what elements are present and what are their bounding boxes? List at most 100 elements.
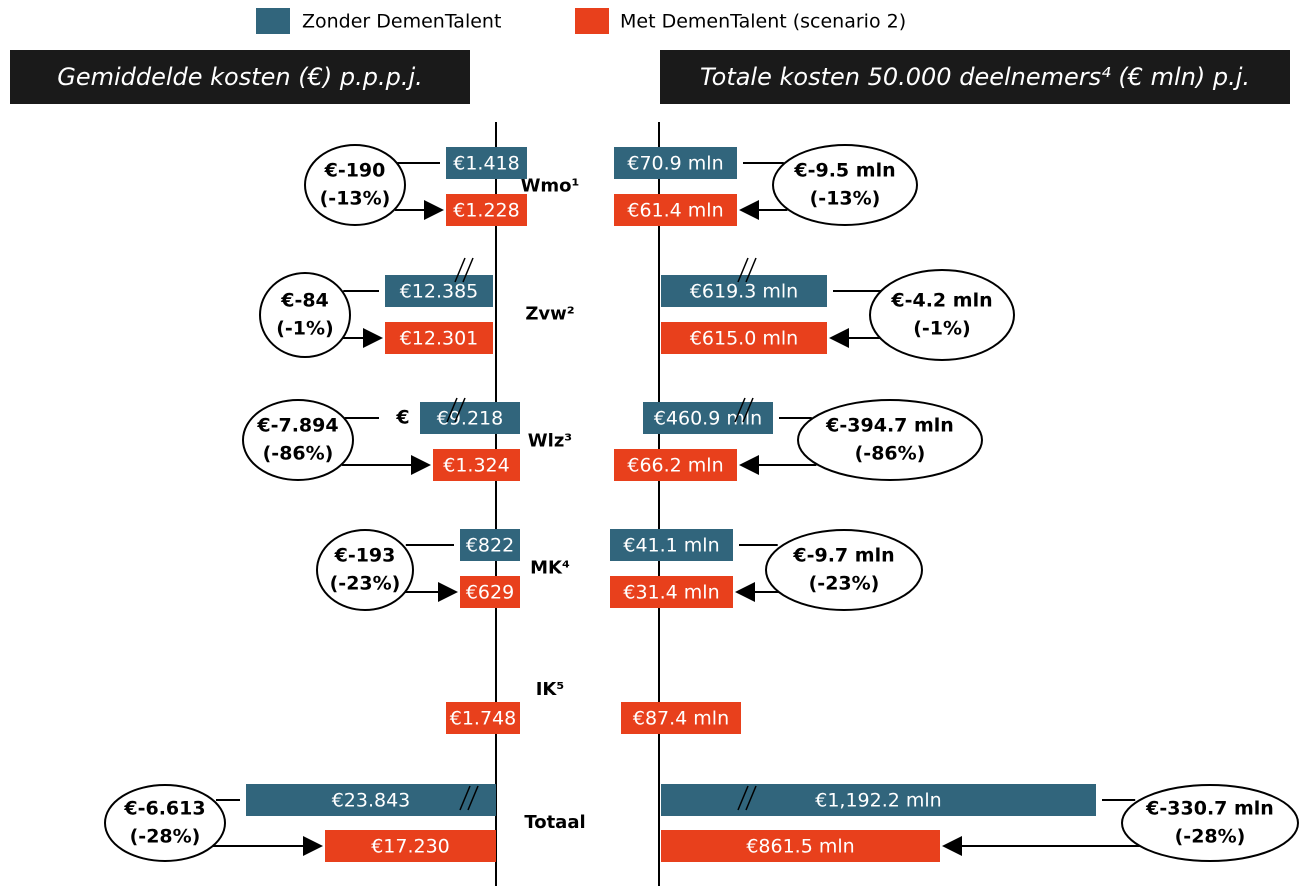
diff-pct: (-1%) bbox=[913, 318, 971, 340]
bar bbox=[420, 402, 520, 434]
break-mark bbox=[745, 257, 757, 283]
break-mark bbox=[459, 785, 471, 811]
bar bbox=[610, 529, 733, 561]
bar bbox=[446, 702, 520, 734]
diff-bubble bbox=[304, 144, 406, 226]
bar-label: €629 bbox=[466, 582, 514, 604]
bar bbox=[246, 784, 496, 816]
category-label: Wmo¹ bbox=[521, 176, 580, 197]
bar bbox=[614, 449, 737, 481]
diff-value: €-6.613 bbox=[123, 798, 205, 820]
diff-bubble bbox=[104, 784, 226, 862]
bar bbox=[460, 529, 520, 561]
bar-label: €23.843 bbox=[332, 790, 411, 812]
bar-label: €87.4 mln bbox=[633, 708, 729, 730]
bar-label: €9.218 bbox=[437, 408, 503, 430]
diff-value: €-9.5 mln bbox=[793, 160, 895, 182]
diff-bubble bbox=[772, 144, 918, 226]
category-label: MK⁴ bbox=[530, 558, 570, 579]
bar bbox=[610, 576, 733, 608]
legend-label: Met DemenTalent (scenario 2) bbox=[620, 11, 906, 33]
bar-label: €1.418 bbox=[453, 153, 519, 175]
prefix: € bbox=[395, 407, 409, 429]
diff-bubble bbox=[869, 269, 1015, 361]
diff-value: €-193 bbox=[334, 545, 396, 567]
bar-label: €41.1 mln bbox=[623, 535, 719, 557]
bar-label: €619.3 mln bbox=[690, 281, 798, 303]
break-mark bbox=[737, 785, 749, 811]
diff-bubble bbox=[259, 272, 351, 358]
bar bbox=[446, 147, 527, 179]
bar bbox=[661, 784, 1096, 816]
diff-pct: (-28%) bbox=[130, 826, 201, 848]
category-label: Totaal bbox=[524, 812, 585, 833]
break-mark bbox=[745, 785, 757, 811]
bar bbox=[614, 194, 737, 226]
bar-label: €12.301 bbox=[400, 328, 479, 350]
diff-pct: (-86%) bbox=[855, 443, 926, 465]
diff-bubble bbox=[316, 529, 414, 611]
bar bbox=[325, 830, 496, 862]
category-label: Zvw² bbox=[525, 304, 574, 325]
diff-pct: (-1%) bbox=[276, 318, 334, 340]
bar-label: €31.4 mln bbox=[623, 582, 719, 604]
diff-pct: (-23%) bbox=[809, 573, 880, 595]
bar-label: €66.2 mln bbox=[627, 455, 723, 477]
diff-value: €-4.2 mln bbox=[890, 290, 992, 312]
bar-label: €861.5 mln bbox=[746, 836, 854, 858]
diff-value: €-330.7 mln bbox=[1145, 798, 1274, 820]
break-mark bbox=[454, 257, 466, 283]
diff-value: €-84 bbox=[280, 290, 329, 312]
bar-label: €1,192.2 mln bbox=[815, 790, 941, 812]
diff-value: €-394.7 mln bbox=[825, 415, 954, 437]
bar bbox=[446, 194, 527, 226]
diff-pct: (-13%) bbox=[810, 188, 881, 210]
category-label: Wlz³ bbox=[528, 431, 572, 452]
bar-label: €61.4 mln bbox=[627, 200, 723, 222]
break-mark bbox=[467, 785, 479, 811]
bar bbox=[661, 275, 827, 307]
bar-label: €615.0 mln bbox=[690, 328, 798, 350]
diff-value: €-9.7 mln bbox=[792, 545, 894, 567]
right-title: Totale kosten 50.000 deelnemers⁴ (€ mln)… bbox=[700, 63, 1250, 91]
category-label: IK⁵ bbox=[536, 679, 565, 700]
bar bbox=[661, 322, 827, 354]
legend-label: Zonder DemenTalent bbox=[302, 11, 501, 33]
break-mark bbox=[454, 397, 466, 423]
title-box bbox=[660, 50, 1290, 104]
diff-pct: (-23%) bbox=[330, 573, 401, 595]
left-title: Gemiddelde kosten (€) p.p.p.j. bbox=[57, 63, 423, 91]
break-mark bbox=[446, 397, 458, 423]
bar-label: €17.230 bbox=[371, 836, 450, 858]
bar bbox=[661, 830, 940, 862]
diff-value: €-7.894 bbox=[256, 415, 338, 437]
break-mark bbox=[462, 257, 474, 283]
bar-label: €70.9 mln bbox=[627, 153, 723, 175]
legend-swatch bbox=[256, 8, 290, 34]
bar-label: €1.228 bbox=[453, 200, 519, 222]
title-box bbox=[10, 50, 470, 104]
diff-bubble bbox=[765, 529, 923, 611]
bar-label: €1.748 bbox=[450, 708, 516, 730]
diff-pct: (-28%) bbox=[1175, 826, 1246, 848]
bar bbox=[385, 322, 493, 354]
bar bbox=[621, 702, 741, 734]
diff-value: €-190 bbox=[324, 160, 386, 182]
bar bbox=[385, 275, 493, 307]
diff-bubble bbox=[242, 399, 354, 481]
diff-bubble bbox=[797, 399, 983, 481]
bar bbox=[433, 449, 520, 481]
bar bbox=[614, 147, 737, 179]
bar-label: €12.385 bbox=[400, 281, 479, 303]
bar bbox=[460, 576, 520, 608]
bar-label: €1.324 bbox=[443, 455, 509, 477]
bar bbox=[643, 402, 773, 434]
diff-pct: (-86%) bbox=[263, 443, 334, 465]
legend-swatch bbox=[575, 8, 609, 34]
break-mark bbox=[734, 397, 746, 423]
break-mark bbox=[742, 397, 754, 423]
bar-label: €822 bbox=[466, 535, 514, 557]
diff-bubble bbox=[1121, 784, 1299, 862]
bar-label: €460.9 mln bbox=[654, 408, 762, 430]
